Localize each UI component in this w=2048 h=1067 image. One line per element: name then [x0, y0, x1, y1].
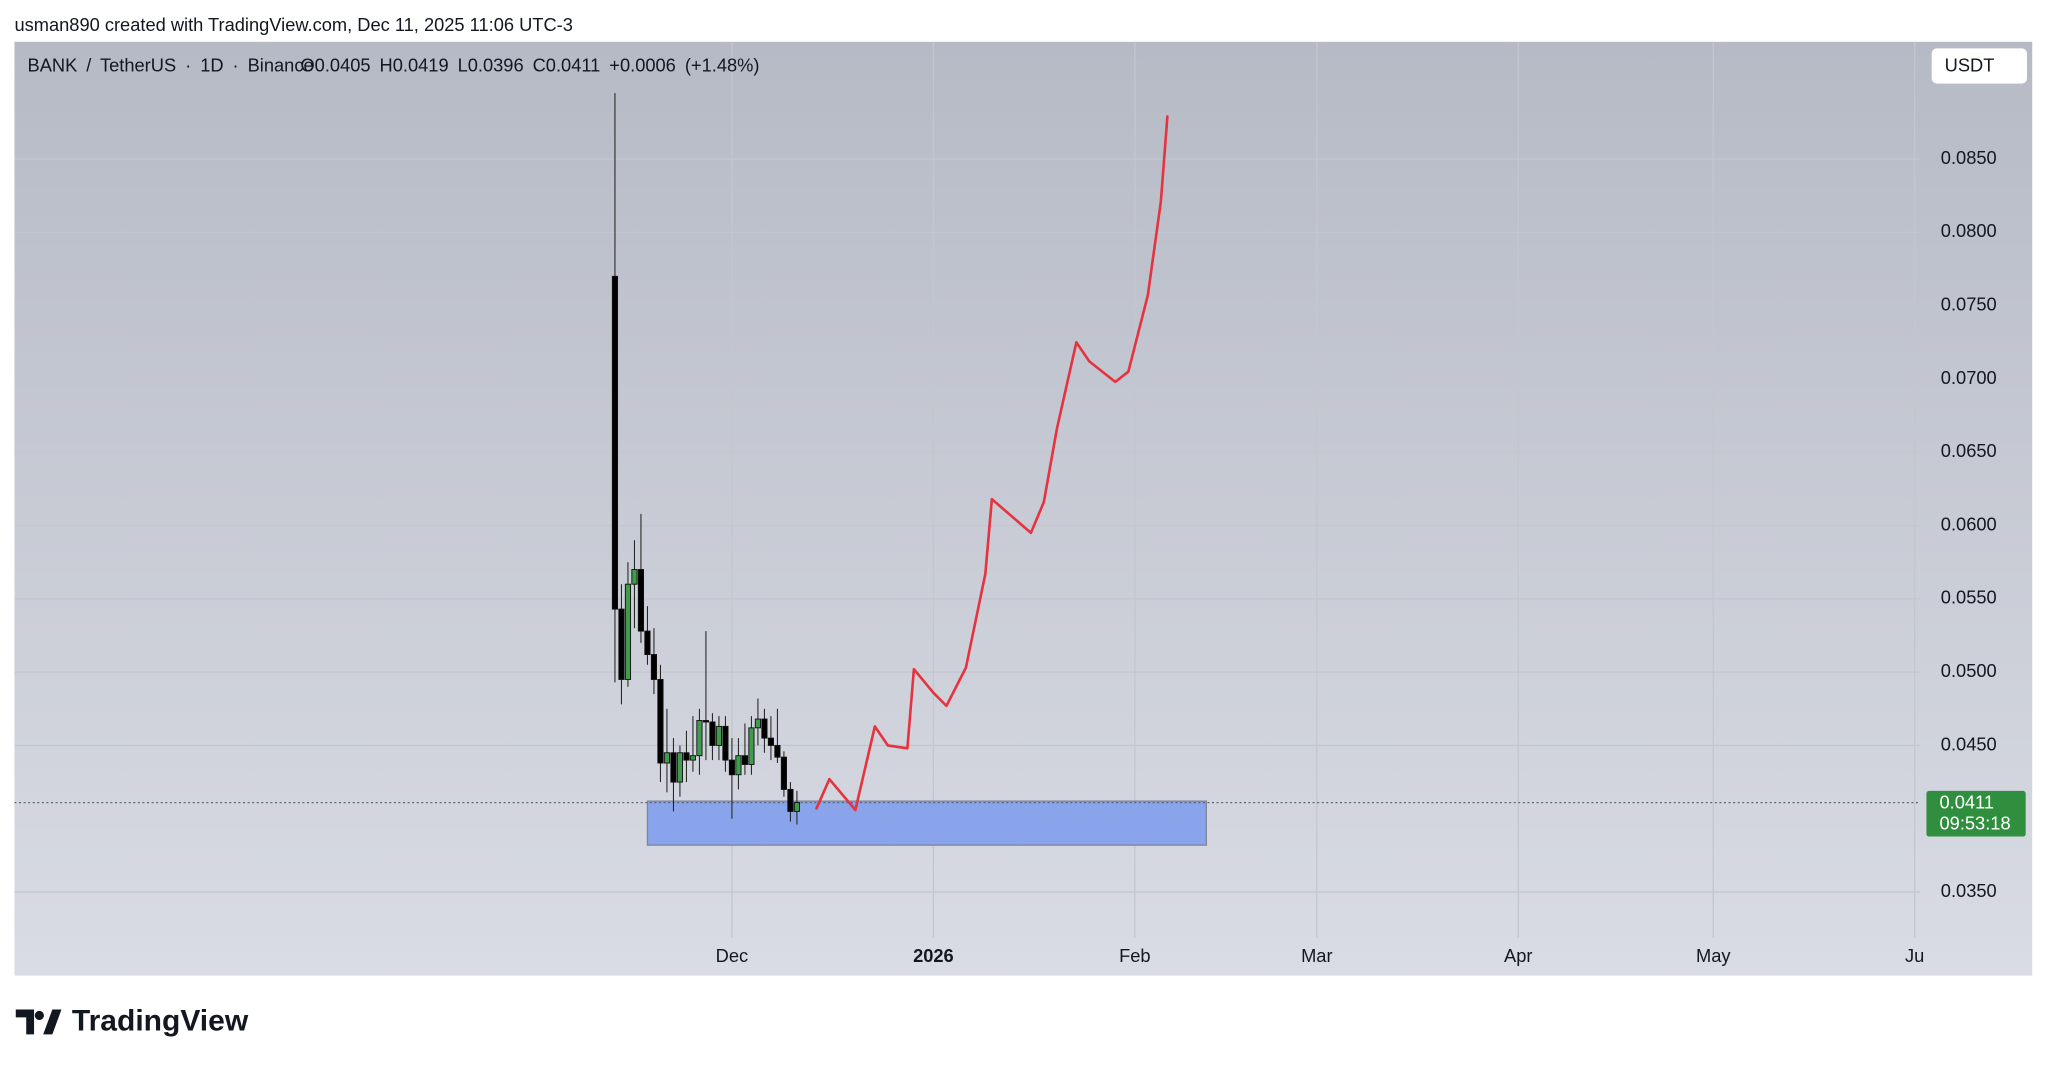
currency[interactable]: USDT	[1945, 54, 1995, 75]
y-tick-label: 0.0450	[1941, 733, 1997, 754]
candle-body	[728, 759, 735, 776]
candle-body	[618, 608, 625, 680]
y-tick-label: 0.0600	[1941, 513, 1997, 534]
y-tick-label: 0.0700	[1941, 367, 1997, 388]
x-tick-label: Feb	[1119, 945, 1150, 966]
candle-body	[767, 737, 774, 746]
candle-body	[780, 756, 787, 790]
candle-body	[709, 721, 716, 746]
candle-body	[774, 744, 781, 758]
last-price-box	[1926, 790, 2026, 837]
candle-body	[793, 802, 800, 812]
candle-body	[624, 583, 632, 680]
candle-body	[663, 752, 671, 764]
candle-body	[676, 752, 684, 783]
y-tick-label: 0.0350	[1941, 880, 1997, 901]
currency-button[interactable]	[1931, 48, 2028, 84]
y-tick-label: 0.0800	[1941, 220, 1997, 241]
ohlc: O0.0405 H0.0419 L0.0396 C0.0411 +0.0006 …	[300, 54, 759, 75]
candle-body	[754, 718, 761, 729]
candle-body	[761, 718, 768, 739]
x-tick-label: Ju	[1905, 945, 1924, 966]
candle-body	[748, 727, 755, 765]
candle-body	[650, 654, 658, 680]
x-tick-label: Apr	[1504, 945, 1532, 966]
candle-body	[715, 725, 723, 746]
candle-body	[631, 569, 638, 585]
candle-body	[637, 569, 645, 632]
last-price-label: 0.0411	[1940, 792, 1995, 813]
y-tick-label: 0.0500	[1941, 660, 1997, 681]
candle-body	[644, 630, 651, 656]
x-tick-label: Dec	[716, 945, 748, 966]
logo: TradingView	[15, 1005, 249, 1038]
candle-body	[787, 788, 794, 812]
candle-body	[611, 275, 619, 610]
y-tick-label: 0.0550	[1941, 587, 1997, 608]
candle-body	[689, 755, 697, 761]
candle-body	[670, 752, 677, 783]
countdown: 09:53:18	[1940, 813, 2011, 834]
candle-body	[741, 755, 748, 765]
zone	[646, 800, 1207, 846]
candle-body	[683, 752, 690, 761]
candle-body	[722, 725, 729, 761]
x-tick-label: 2026	[913, 945, 954, 966]
x-tick-label: Mar	[1301, 945, 1332, 966]
credit: usman890 created with TradingView.com, D…	[14, 14, 572, 35]
candle-body	[735, 755, 742, 776]
symbol: BANK / TetherUS · 1D · Binance	[28, 54, 314, 75]
candle-body	[696, 720, 703, 757]
candle-body	[657, 679, 664, 764]
x-tick-label: May	[1696, 945, 1731, 966]
y-tick-label: 0.0850	[1941, 147, 1997, 168]
candle-body	[702, 720, 710, 723]
brand: TradingView	[72, 1005, 249, 1038]
y-tick-label: 0.0750	[1941, 293, 1997, 314]
y-tick-label: 0.0650	[1941, 440, 1997, 461]
projection-line	[815, 115, 1169, 812]
